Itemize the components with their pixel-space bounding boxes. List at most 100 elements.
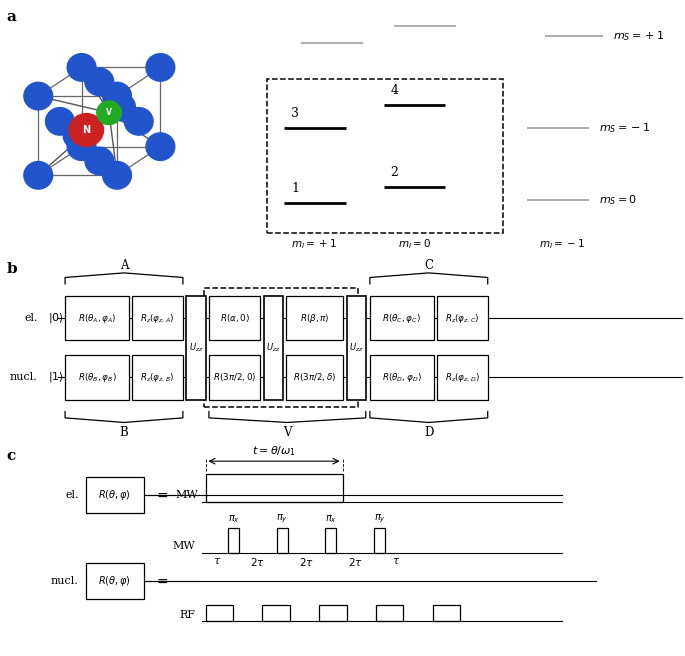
Text: $=$: $=$	[153, 488, 169, 502]
Text: 2: 2	[390, 166, 398, 179]
Text: $R(\theta_A,\varphi_A)$: $R(\theta_A,\varphi_A)$	[77, 312, 116, 325]
Text: $\pi_x$: $\pi_x$	[227, 514, 240, 525]
Circle shape	[24, 82, 53, 110]
Text: $R(\alpha,0)$: $R(\alpha,0)$	[220, 312, 249, 324]
Text: $R(\theta_B,\varphi_B)$: $R(\theta_B,\varphi_B)$	[77, 371, 116, 384]
FancyBboxPatch shape	[347, 296, 366, 400]
Text: $R_z(\varphi_{z,D})$: $R_z(\varphi_{z,D})$	[445, 371, 479, 384]
Text: $|1\rangle$: $|1\rangle$	[48, 370, 64, 384]
Text: $\tau$: $\tau$	[392, 556, 401, 565]
Text: C: C	[424, 258, 434, 272]
Bar	[319, 605, 347, 621]
Circle shape	[103, 82, 132, 110]
Text: D: D	[424, 426, 434, 439]
FancyBboxPatch shape	[437, 296, 488, 340]
Bar	[262, 605, 290, 621]
Circle shape	[85, 68, 114, 96]
Text: MW: MW	[176, 490, 199, 501]
Text: $\pi_x$: $\pi_x$	[325, 514, 337, 525]
Text: V: V	[106, 108, 112, 117]
Text: el.: el.	[24, 313, 38, 323]
Text: $R_z(\varphi_{z,C})$: $R_z(\varphi_{z,C})$	[445, 312, 479, 325]
Text: $R(\beta,\pi)$: $R(\beta,\pi)$	[300, 312, 329, 325]
Text: $R(\theta,\varphi)$: $R(\theta,\varphi)$	[98, 488, 132, 502]
FancyBboxPatch shape	[209, 355, 260, 400]
Text: a: a	[7, 10, 16, 24]
Bar	[204, 288, 358, 407]
Text: 3: 3	[291, 107, 299, 120]
Text: $R(\theta_D,\varphi_D)$: $R(\theta_D,\varphi_D)$	[382, 371, 422, 384]
Text: $\tau$: $\tau$	[212, 556, 221, 565]
Circle shape	[45, 108, 74, 135]
Circle shape	[146, 133, 175, 161]
Circle shape	[67, 133, 96, 161]
Text: $R(\theta,\varphi)$: $R(\theta,\varphi)$	[98, 573, 132, 588]
FancyBboxPatch shape	[65, 296, 129, 340]
Bar	[374, 528, 385, 553]
Text: $U_{zz}$: $U_{zz}$	[266, 341, 281, 354]
Text: $R(3\pi/2,0)$: $R(3\pi/2,0)$	[213, 371, 256, 383]
Text: $m_I = 0$: $m_I = 0$	[398, 237, 431, 251]
Text: $m_S = 0$: $m_S = 0$	[599, 193, 638, 207]
Circle shape	[103, 161, 132, 189]
FancyBboxPatch shape	[132, 355, 183, 400]
Circle shape	[24, 161, 53, 189]
Text: $m_I = +1$: $m_I = +1$	[291, 237, 336, 251]
Bar	[277, 528, 288, 553]
Text: RF: RF	[179, 609, 195, 620]
Text: B: B	[120, 426, 128, 439]
Circle shape	[85, 147, 114, 174]
Text: N: N	[82, 125, 90, 135]
Text: 1: 1	[291, 182, 299, 195]
Circle shape	[146, 54, 175, 81]
Text: $R_z(\varphi_{z,A})$: $R_z(\varphi_{z,A})$	[140, 312, 175, 325]
Bar	[325, 528, 336, 553]
Text: $R(\theta_C,\varphi_C)$: $R(\theta_C,\varphi_C)$	[382, 312, 421, 325]
FancyBboxPatch shape	[209, 296, 260, 340]
Text: nucl.: nucl.	[51, 575, 79, 586]
Text: b: b	[7, 262, 18, 276]
FancyBboxPatch shape	[65, 355, 129, 400]
Bar	[206, 605, 233, 621]
FancyBboxPatch shape	[86, 478, 144, 513]
Text: c: c	[7, 449, 16, 463]
Bar	[228, 528, 239, 553]
Text: $U_{zz}$: $U_{zz}$	[188, 341, 203, 354]
Bar	[376, 605, 403, 621]
FancyBboxPatch shape	[186, 296, 206, 400]
FancyBboxPatch shape	[437, 355, 488, 400]
Bar	[267, 79, 503, 233]
Circle shape	[69, 113, 103, 146]
Text: $U_{zz}$: $U_{zz}$	[349, 341, 364, 354]
FancyBboxPatch shape	[286, 355, 343, 400]
Text: el.: el.	[65, 490, 79, 501]
FancyBboxPatch shape	[370, 355, 434, 400]
Circle shape	[67, 54, 96, 81]
Circle shape	[63, 122, 92, 150]
Bar	[206, 474, 342, 502]
Text: $\pi_y$: $\pi_y$	[276, 513, 288, 525]
Circle shape	[107, 93, 136, 121]
FancyBboxPatch shape	[370, 296, 434, 340]
Text: $R(3\pi/2,\delta)$: $R(3\pi/2,\delta)$	[293, 371, 336, 383]
Text: $|0\rangle$: $|0\rangle$	[48, 311, 64, 325]
Text: MW: MW	[173, 541, 195, 552]
FancyBboxPatch shape	[264, 296, 283, 400]
Text: V: V	[283, 426, 292, 439]
FancyBboxPatch shape	[132, 296, 183, 340]
Text: $=$: $=$	[153, 573, 169, 588]
FancyBboxPatch shape	[286, 296, 343, 340]
Bar	[433, 605, 460, 621]
Text: 4: 4	[390, 84, 399, 97]
Text: $R_z(\varphi_{z,B})$: $R_z(\varphi_{z,B})$	[140, 371, 175, 384]
Text: A: A	[120, 258, 128, 272]
Text: $m_S = -1$: $m_S = -1$	[599, 121, 651, 135]
Text: $m_I = -1$: $m_I = -1$	[539, 237, 584, 251]
Text: $\pi_y$: $\pi_y$	[373, 513, 386, 525]
Text: $m_S = +1$: $m_S = +1$	[613, 29, 664, 43]
Text: $t=\theta/\omega_1$: $t=\theta/\omega_1$	[252, 444, 296, 458]
Text: $2\tau$: $2\tau$	[299, 556, 314, 567]
Text: nucl.: nucl.	[10, 372, 38, 382]
Circle shape	[124, 108, 153, 135]
Text: $2\tau$: $2\tau$	[251, 556, 265, 567]
